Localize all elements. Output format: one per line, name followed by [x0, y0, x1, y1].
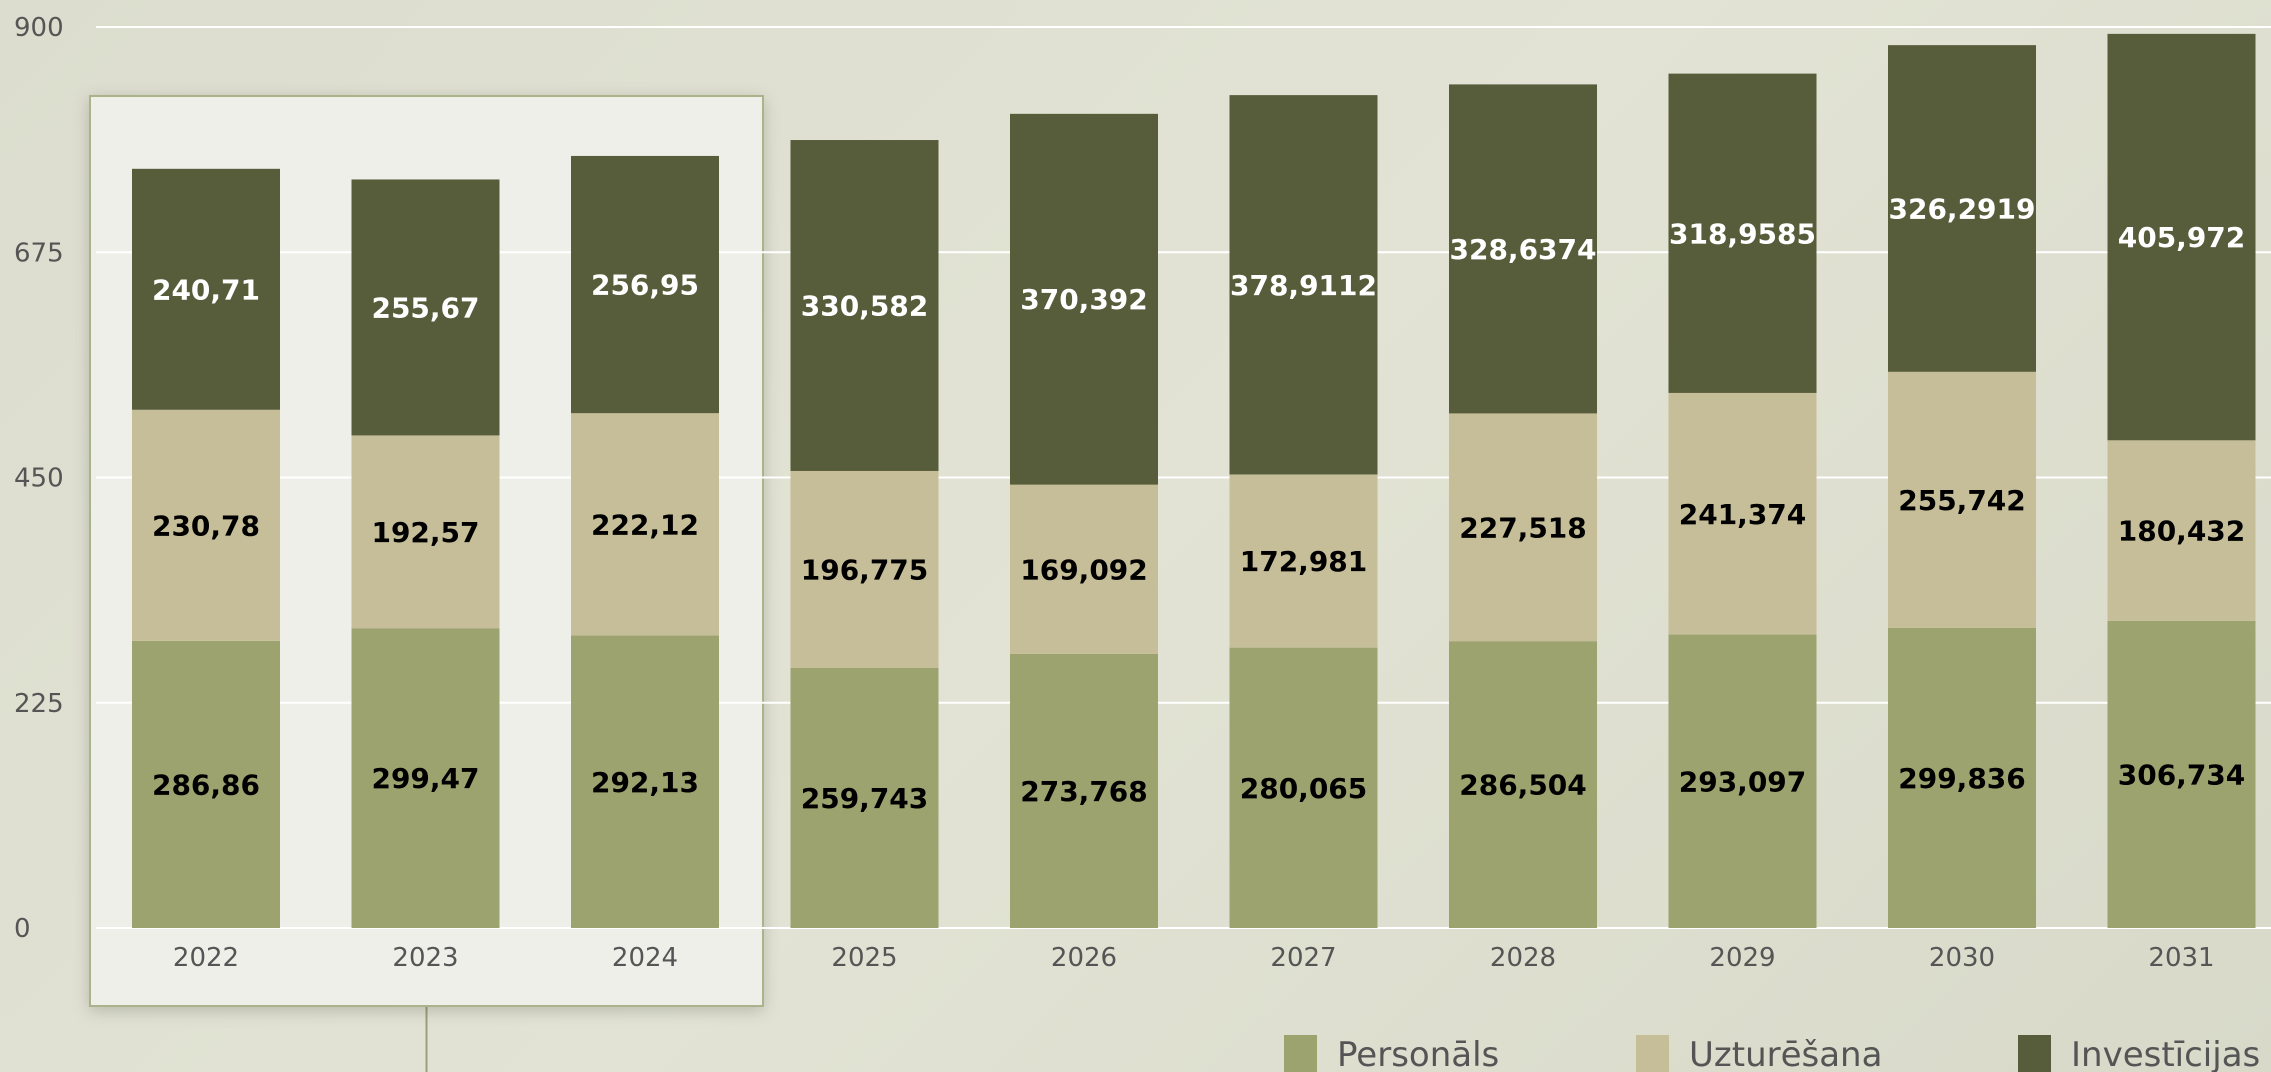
legend-swatch — [1284, 1035, 1317, 1072]
data-label: 240,71 — [152, 273, 260, 306]
data-label: 255,742 — [1898, 484, 2026, 517]
bar-segment — [132, 409, 280, 641]
data-label: 222,12 — [591, 508, 699, 541]
data-label: 286,86 — [152, 768, 260, 801]
bar-segment — [132, 640, 280, 928]
data-label: 292,13 — [591, 766, 699, 799]
data-label: 378,9112 — [1230, 269, 1377, 302]
data-label: 256,95 — [591, 269, 699, 302]
bar-segment — [2107, 620, 2256, 928]
data-label: 230,78 — [152, 509, 260, 542]
x-tick-label: 2027 — [1270, 943, 1336, 973]
bar-segment — [351, 435, 500, 629]
bar-segment — [1010, 653, 1158, 928]
y-tick-label: 675 — [14, 238, 64, 268]
x-tick-label: 2023 — [392, 943, 458, 973]
x-tick-label: 2029 — [1709, 943, 1775, 973]
y-tick-label: 225 — [14, 689, 64, 719]
data-label: 255,67 — [371, 291, 479, 324]
y-tick-label: 900 — [14, 13, 64, 43]
bar-segment — [1449, 413, 1597, 642]
x-tick-label: 2030 — [1929, 943, 1995, 973]
bar-segment — [1229, 647, 1378, 928]
bar-segment — [571, 635, 719, 928]
data-label: 293,097 — [1679, 765, 1807, 798]
data-label: 180,432 — [2118, 515, 2246, 548]
x-tick-label: 2022 — [173, 943, 239, 973]
y-tick-label: 450 — [14, 464, 64, 494]
bar-segment — [1010, 113, 1158, 485]
data-label: 286,504 — [1459, 769, 1587, 802]
legend-item: Uzturēšana — [1636, 1035, 1882, 1072]
data-label: 169,092 — [1020, 553, 1148, 586]
legend-swatch — [2018, 1035, 2051, 1072]
data-label: 192,57 — [371, 516, 479, 549]
legend-label: Uzturēšana — [1689, 1035, 1882, 1072]
data-label: 299,836 — [1898, 762, 2026, 795]
data-label: 318,9585 — [1669, 217, 1816, 250]
bar-segment — [1888, 627, 2036, 928]
bar-segment — [1668, 392, 1817, 635]
data-label: 241,374 — [1679, 498, 1807, 531]
bar-segment — [1449, 84, 1597, 414]
x-tick-label: 2031 — [2148, 943, 2214, 973]
bar-segment — [351, 179, 500, 436]
data-label: 328,6374 — [1449, 233, 1596, 266]
data-label: 196,775 — [801, 553, 929, 586]
x-tick-label: 2024 — [612, 943, 678, 973]
data-label: 370,392 — [1020, 283, 1148, 316]
bar-segment — [1229, 474, 1378, 648]
x-tick-label: 2025 — [831, 943, 897, 973]
bar-segment — [1888, 45, 2036, 372]
bar-segment — [790, 667, 939, 928]
data-label: 306,734 — [2118, 758, 2246, 791]
x-tick-label: 2028 — [1490, 943, 1556, 973]
bar-segment — [1668, 634, 1817, 928]
data-label: 405,972 — [2118, 221, 2246, 254]
data-label: 299,47 — [371, 762, 479, 795]
x-tick-label: 2026 — [1051, 943, 1117, 973]
bar-segment — [2107, 33, 2256, 441]
y-tick-label: 0 — [14, 914, 31, 944]
bar-segment — [790, 140, 939, 471]
legend-item: Personāls — [1284, 1035, 1499, 1072]
legend-label: Personāls — [1337, 1035, 1499, 1072]
bar-segment — [571, 413, 719, 636]
data-label: 259,743 — [801, 782, 929, 815]
legend-label: Investīcijas — [2071, 1035, 2260, 1072]
bar-segment — [1888, 371, 2036, 628]
legend-swatch — [1636, 1035, 1669, 1072]
data-label: 326,2919 — [1888, 192, 2035, 225]
data-label: 273,768 — [1020, 775, 1148, 808]
bar-segment — [1229, 95, 1378, 475]
data-label: 227,518 — [1459, 511, 1587, 544]
data-label: 330,582 — [801, 290, 929, 323]
bar-segment — [790, 470, 939, 668]
legend-item: Investīcijas — [2018, 1035, 2260, 1072]
bar-segment — [1668, 73, 1817, 393]
data-label: 280,065 — [1240, 772, 1368, 805]
data-label: 172,981 — [1240, 545, 1368, 578]
bar-segment — [2107, 440, 2256, 621]
bar-segment — [1449, 641, 1597, 928]
bar-segment — [571, 155, 719, 414]
bar-segment — [351, 628, 500, 928]
bar-segment — [132, 168, 280, 410]
bar-segment — [1010, 484, 1158, 654]
